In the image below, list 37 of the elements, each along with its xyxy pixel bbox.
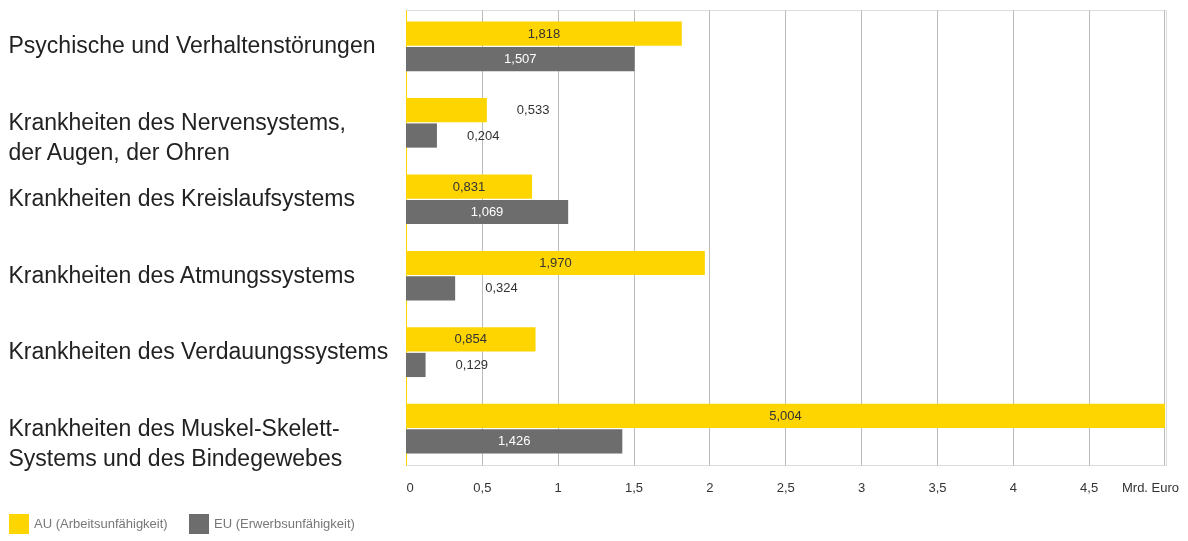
- x-tick-label: 0,5: [473, 479, 492, 495]
- data-label: 5,004: [769, 407, 802, 423]
- data-label: 0,204: [466, 127, 500, 143]
- bar: [406, 46, 635, 72]
- y-tick-label: Krankheiten des Nervensystems, der Augen, der Ohren: [8, 108, 346, 165]
- y-tick-label: Krankheiten des Atmungssystems: [8, 261, 355, 288]
- x-tick-label: 4,5: [1080, 479, 1099, 495]
- x-tick-label: 1: [554, 479, 562, 495]
- bar: [406, 199, 569, 225]
- x-tick-label: 2: [706, 479, 714, 495]
- x-tick-label: 1,5: [625, 479, 644, 495]
- x-tick-label: 3: [857, 479, 866, 495]
- y-tick-label: Krankheiten des Verdauungssystems: [8, 338, 389, 365]
- bar: [406, 123, 437, 148]
- y-tick-label: Krankheiten des Muskel-Skelett- Systems und des Bindegewebes: [8, 414, 343, 471]
- data-label: 0,831: [452, 178, 486, 194]
- data-label: 0,324: [485, 280, 518, 296]
- x-tick-label: 3,5: [928, 479, 947, 495]
- data-label: 1,069: [470, 204, 504, 220]
- x-tick-label: 2,5: [776, 479, 795, 495]
- x-tick-label: 4: [1009, 479, 1017, 495]
- data-label: 1,970: [539, 254, 572, 270]
- bar: [406, 352, 426, 378]
- legend-label: EU (Erwerbsunfähigkeit): [214, 516, 355, 531]
- data-label: 0,533: [516, 102, 550, 118]
- data-label: 1,818: [527, 25, 561, 41]
- data-label: 0,129: [455, 356, 489, 372]
- x-tick-label: 0: [406, 479, 414, 495]
- y-tick-label: Krankheiten des Kreislaufsystems: [8, 185, 355, 212]
- bar: [406, 276, 456, 301]
- bar: [406, 429, 623, 454]
- x-axis-title: Mrd. Euro: [1121, 479, 1180, 495]
- data-label: 1,507: [504, 51, 537, 67]
- data-label: 0,854: [454, 331, 488, 347]
- legend-label: AU (Arbeitsunfähigkeit): [34, 516, 168, 531]
- y-tick-label: Psychische und Verhaltenstörungen: [8, 32, 376, 59]
- data-label: 1,426: [497, 433, 531, 449]
